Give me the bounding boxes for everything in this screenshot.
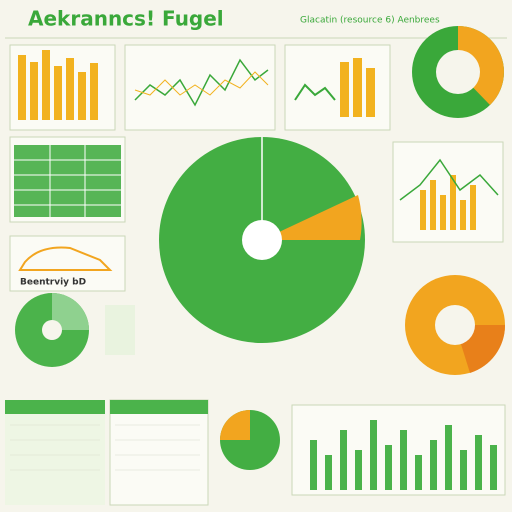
bottom-green-panel [5,400,105,505]
small-pie [220,410,280,470]
bottom-list-panel [109,399,209,506]
title: Aekranncs! Fugel [28,7,224,31]
donut-left [15,293,135,367]
car-label: Beentrviy bD [20,278,86,288]
bottom-bars [291,404,506,496]
main-pie [159,137,365,343]
bar-panel [9,44,116,131]
grid-panel [9,136,126,223]
orange-pie [405,275,506,375]
combo-panel [284,44,391,131]
line-right [392,141,504,243]
line-panel [124,44,276,131]
donut-top [412,26,504,118]
car-panel: Beentrviy bD [9,235,126,292]
subtitle: Glacatin (resource 6) Aenbrees [300,16,440,26]
